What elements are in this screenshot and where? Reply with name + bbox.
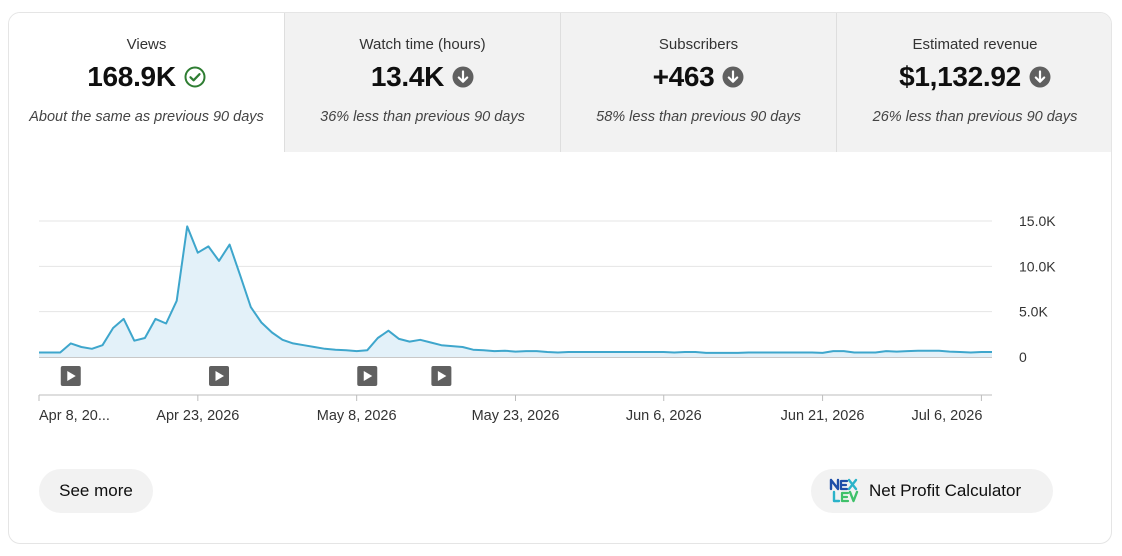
net-profit-calculator-button[interactable]: Net Profit Calculator [811, 469, 1053, 513]
arrow-down-circle-icon [722, 66, 744, 88]
tab-value-row: +463 [561, 61, 836, 93]
tab-value-row: $1,132.92 [837, 61, 1111, 93]
tab-value: 13.4K [370, 61, 445, 92]
tab-estimated-revenue[interactable]: Estimated revenue $1,132.92 26% less tha… [837, 13, 1111, 152]
see-more-label: See more [59, 481, 133, 500]
tab-compare: 36% less than previous 90 days [320, 109, 525, 125]
tab-label: Estimated revenue [912, 36, 1038, 53]
tab-value: $1,132.92 [899, 61, 1021, 92]
arrow-down-circle-icon [452, 66, 474, 88]
tab-label: Subscribers [658, 36, 739, 53]
x-tick-label: May 23, 2026 [472, 408, 560, 424]
y-tick-label: 10.0K [1019, 258, 1056, 274]
x-tick-label: May 8, 2026 [317, 408, 397, 424]
tab-views[interactable]: Views 168.9K About the same as previous … [9, 13, 285, 152]
tab-value-row: 168.9K [9, 61, 284, 93]
play-icon [363, 371, 373, 381]
see-more-button[interactable]: See more [39, 469, 153, 513]
tab-value: 168.9K [87, 61, 176, 92]
x-tick-label: Jun 6, 2026 [626, 408, 702, 424]
tab-compare: About the same as previous 90 days [29, 109, 264, 125]
series-area [39, 226, 992, 357]
y-tick-label: 5.0K [1019, 304, 1048, 320]
play-icon [67, 371, 76, 381]
net-profit-label: Net Profit Calculator [869, 481, 1022, 500]
check-circle-icon [184, 66, 206, 88]
play-icon [437, 371, 447, 381]
y-tick-label: 0 [1019, 349, 1027, 365]
series-line [39, 225, 992, 354]
tab-compare: 26% less than previous 90 days [872, 109, 1078, 125]
analytics-card: Views 168.9K About the same as previous … [8, 12, 1112, 544]
tab-compare: 58% less than previous 90 days [596, 109, 801, 125]
arrow-down-circle-icon [1029, 66, 1051, 88]
tab-value: +463 [652, 61, 715, 92]
x-tick-label: Apr 23, 2026 [156, 408, 239, 424]
chart-svg: 15.0K 10.0K 5.0K 0 Apr 8, 20... Apr 23, 2026 M… [38, 213, 1056, 424]
nexlev-logo-icon [829, 478, 859, 504]
y-tick-label: 15.0K [1019, 213, 1056, 229]
tab-label: Watch time (hours) [359, 36, 486, 53]
play-icon [215, 371, 225, 381]
x-tick-label: Jul 6, 2026 [911, 408, 982, 424]
views-chart: 15.0K 10.0K 5.0K 0 Apr 8, 20... Apr 23, 2026 M… [9, 152, 1111, 452]
x-tick-label: Jun 21, 2026 [781, 408, 865, 424]
x-tick-label: Apr 8, 20... [39, 408, 110, 424]
tab-subscribers[interactable]: Subscribers +463 58% less than previous … [561, 13, 837, 152]
metric-tabs: Views 168.9K About the same as previous … [9, 13, 1111, 152]
tab-label: Views [126, 36, 167, 53]
tab-watch-time[interactable]: Watch time (hours) 13.4K 36% less than p… [285, 13, 561, 152]
tab-value-row: 13.4K [285, 61, 560, 93]
